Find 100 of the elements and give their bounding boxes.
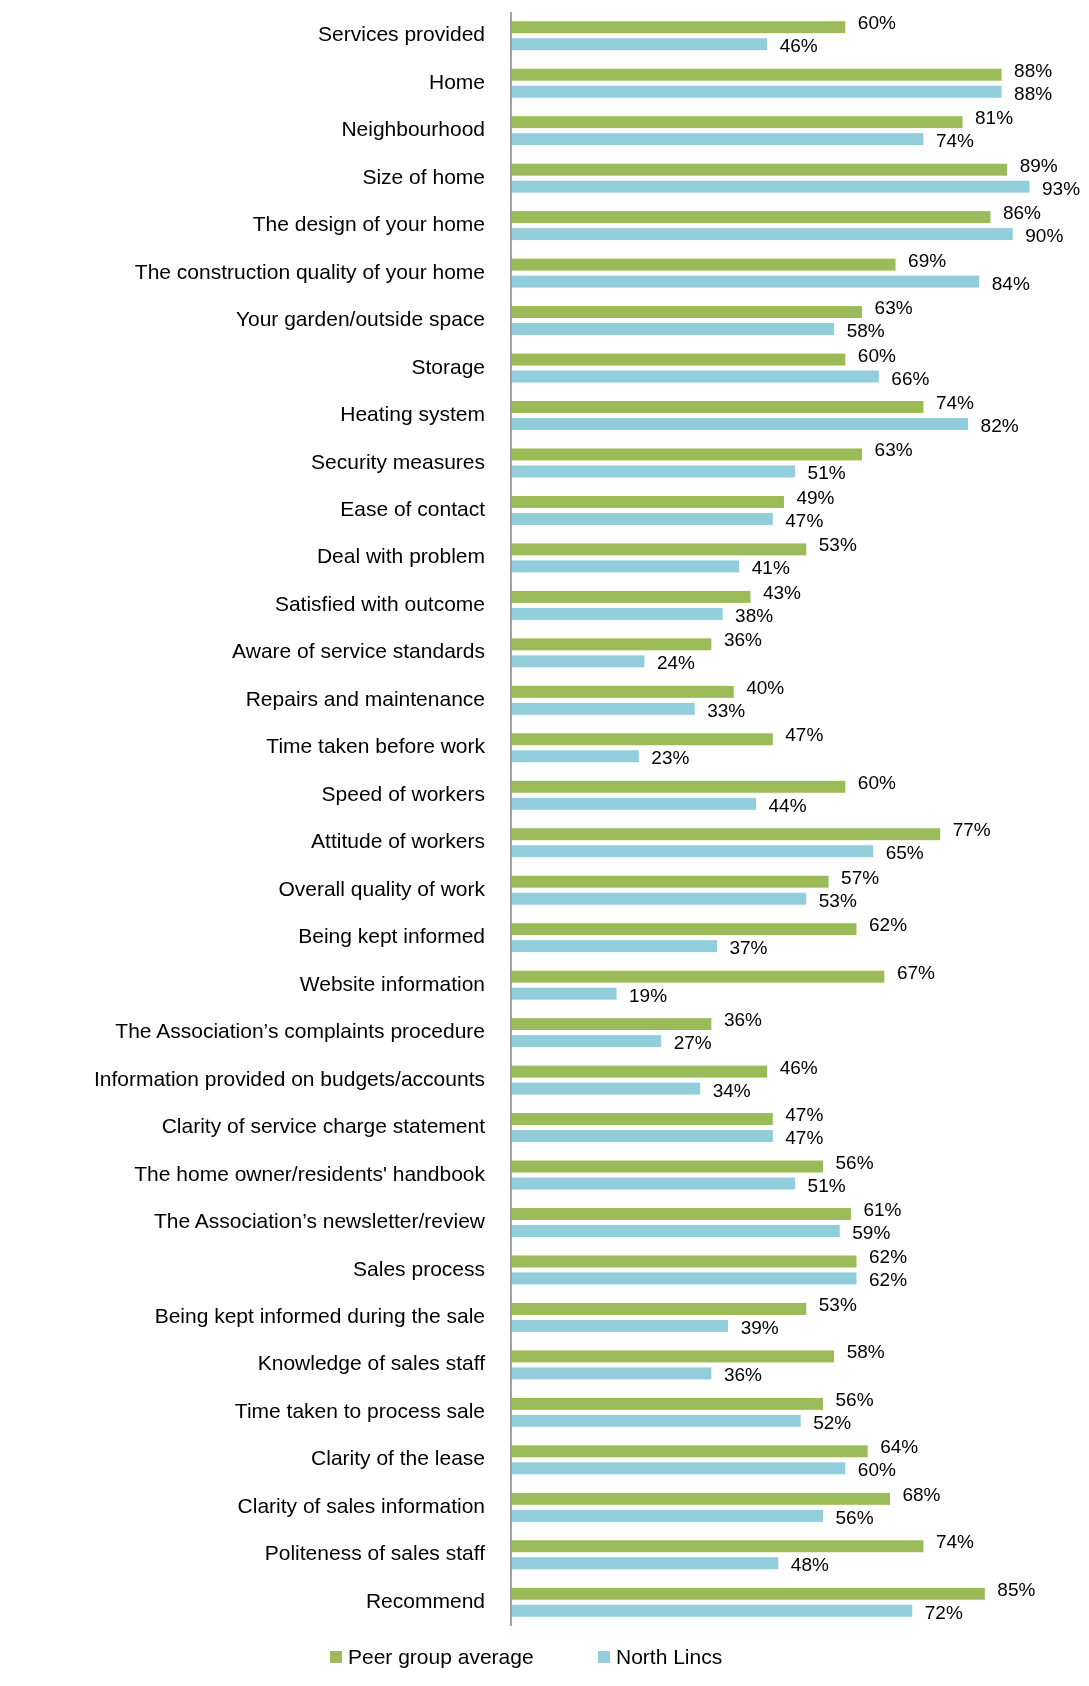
bar [510,542,808,557]
data-label: 38% [735,604,774,626]
data-label: 67% [896,961,936,983]
bar [510,20,847,35]
data-label: 62% [869,1269,908,1291]
bar [510,1176,797,1191]
legend-label: Peer group average [348,1644,534,1668]
data-label: 57% [841,866,880,888]
y-tick-label: Size of home [362,164,485,188]
y-tick-label: Clarity of service charge statement [161,1114,486,1138]
y-tick-label: Deal with problem [316,544,485,568]
bar [510,1318,730,1333]
data-label: 24% [656,652,696,674]
bar [510,589,752,604]
y-tick-label: Speed of workers [321,781,485,805]
bar [510,684,735,699]
y-tick-label: Overall quality of work [278,876,486,900]
data-label: 65% [885,842,924,864]
data-label: 60% [857,771,896,793]
bar [510,511,774,526]
data-label: 41% [751,557,790,579]
data-label: 56% [835,1388,874,1410]
data-label: 51% [807,462,846,484]
bar [510,1413,802,1428]
y-tick-label: Website information [299,971,485,995]
y-tick-label: Repairs and maintenance [245,686,485,710]
bar [510,417,970,431]
bar [510,1034,663,1049]
data-label: 36% [723,629,763,651]
data-label: 36% [723,1009,763,1031]
y-tick-label: Being kept informed [298,924,485,948]
y-tick-label: Clarity of the lease [311,1446,485,1470]
bar [510,796,758,811]
bar [510,1396,825,1411]
data-label: 27% [673,1032,712,1054]
data-label: 68% [902,1483,941,1505]
y-tick-label: The Association’s newsletter/review [153,1209,486,1233]
data-label: 60% [857,1459,896,1481]
data-label: 56% [835,1506,874,1528]
data-label: 62% [869,914,908,936]
y-tick-label: Attitude of workers [311,829,485,853]
data-label: 74% [935,392,975,414]
bar [510,37,769,52]
bar [510,1301,808,1316]
bar [510,1461,847,1476]
y-tick-label: Clarity of sales information [237,1493,485,1517]
data-label: 74% [935,130,975,152]
data-label: 34% [712,1079,751,1101]
bar [510,1444,869,1459]
data-label: 63% [874,297,913,319]
bar [510,162,1009,177]
y-tick-label: The Association’s complaints procedure [115,1019,485,1043]
data-label: 66% [891,367,930,389]
data-label: 46% [779,1056,818,1078]
y-tick-label: Heating system [340,402,485,426]
bar [510,827,942,842]
data-label: 84% [991,272,1030,294]
data-label: 74% [935,1531,975,1553]
bar [510,494,785,509]
data-label: 23% [651,747,690,769]
y-tick-label: Storage [411,354,485,378]
bar [510,1064,769,1079]
bar [510,986,618,1001]
y-tick-label: The construction quality of your home [134,259,485,283]
data-label: 44% [768,794,807,816]
bar [510,969,886,984]
data-label: 49% [796,486,835,508]
bar [510,67,1003,82]
y-tick-label: Neighbourhood [341,117,485,141]
legend-label: North Lincs [616,1644,723,1668]
bar [510,1081,702,1096]
bar [510,1491,891,1506]
data-label: 47% [785,1127,824,1149]
bar [510,1366,713,1381]
y-tick-label: Sales process [353,1256,485,1280]
data-label: 39% [740,1316,779,1338]
data-label: 51% [807,1174,846,1196]
bar [510,654,646,669]
bar [510,210,992,225]
y-tick-label: Information provided on budgets/accounts [93,1066,485,1090]
bar [510,1586,986,1601]
y-tick-label: Satisfied with outcome [274,591,485,615]
data-label: 37% [729,937,768,959]
bar [510,606,724,621]
data-label: 86% [1002,202,1042,224]
data-label: 58% [846,1341,885,1363]
bar [510,1556,780,1571]
data-label: 53% [818,889,857,911]
bar [510,352,847,367]
bar [510,464,797,479]
bar [510,1539,925,1554]
bar [510,874,830,889]
bar [510,447,864,462]
data-label: 43% [762,581,802,603]
bar [510,1129,774,1144]
data-label: 81% [975,107,1014,129]
data-label: 72% [924,1601,963,1623]
data-label: 69% [908,249,947,271]
bar [510,1159,825,1174]
data-label: 93% [1042,177,1081,199]
